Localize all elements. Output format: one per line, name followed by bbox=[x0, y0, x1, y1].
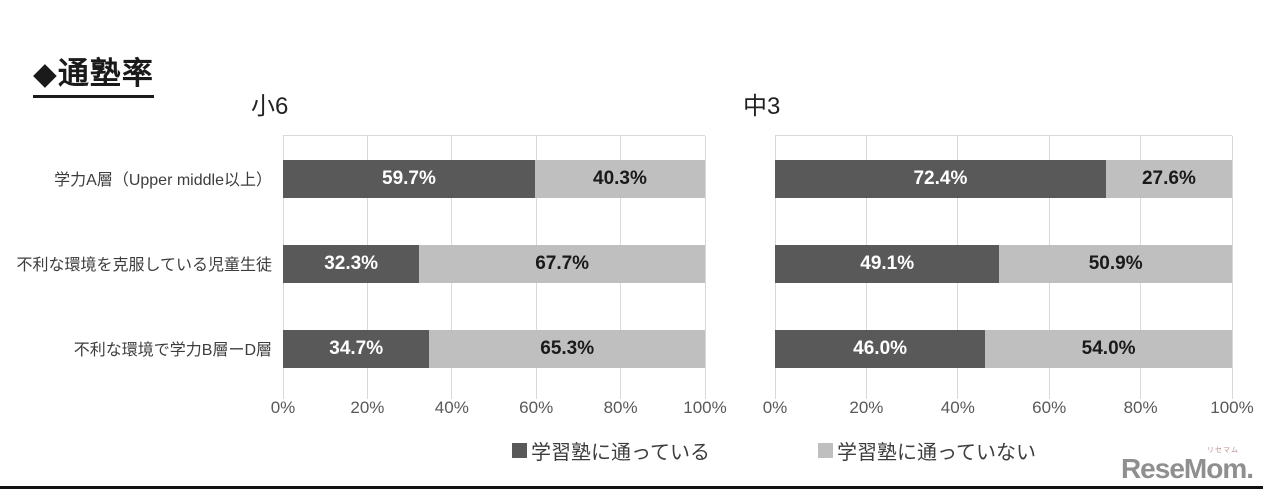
x-axis: 0% 20% 40% 60% 80% 100% bbox=[271, 398, 727, 422]
bar-value-label: 65.3% bbox=[540, 337, 595, 359]
bar-segment-attending: 46.0% bbox=[775, 329, 986, 368]
resemom-logo: リセマム ReseMom. bbox=[1120, 447, 1254, 484]
bar-segment-attending: 49.1% bbox=[775, 244, 1000, 283]
bar-value-label: 72.4% bbox=[913, 167, 968, 189]
bar-row: 46.0% 54.0% bbox=[775, 329, 1232, 368]
bar-segment-attending: 59.7% bbox=[283, 159, 535, 198]
legend-swatch-dark bbox=[512, 443, 527, 458]
category-label: 不利な環境を克服している児童生徒 bbox=[16, 256, 272, 274]
bar-row: 49.1% 50.9% bbox=[775, 244, 1232, 283]
category-labels: 学力A層（Upper middle以上） 不利な環境を克服している児童生徒不利な環… bbox=[0, 135, 272, 390]
bar-value-label: 40.3% bbox=[593, 167, 647, 189]
bar-value-label: 49.1% bbox=[860, 252, 915, 274]
x-tick-label: 60% bbox=[1032, 398, 1067, 417]
gridline bbox=[1231, 136, 1233, 399]
bar-segment-not-attending: 54.0% bbox=[985, 329, 1232, 368]
bar-value-label: 34.7% bbox=[329, 337, 384, 359]
legend-label-attending: 学習塾に通っている bbox=[531, 442, 710, 464]
chart-title-sho6: 小6 bbox=[251, 93, 289, 120]
x-tick-label: 100% bbox=[1210, 398, 1254, 417]
page-title: ◆通塾率 bbox=[33, 48, 154, 98]
bar-value-label: 59.7% bbox=[382, 167, 436, 189]
bar-value-label: 50.9% bbox=[1088, 252, 1143, 274]
category-label: 不利な環境で学力B層ーD層 bbox=[73, 341, 272, 359]
bar-segment-not-attending: 27.6% bbox=[1105, 159, 1232, 198]
bar-segment-attending: 32.3% bbox=[283, 244, 420, 283]
x-tick-label: 0% bbox=[270, 398, 296, 417]
legend: 学習塾に通っている 学習塾に通っていない bbox=[0, 436, 1263, 466]
x-tick-label: 40% bbox=[940, 398, 975, 417]
bar-segment-not-attending: 67.7% bbox=[419, 244, 705, 283]
x-tick-label: 60% bbox=[519, 398, 554, 417]
x-tick-label: 40% bbox=[434, 398, 469, 417]
bar-value-label: 46.0% bbox=[853, 337, 908, 359]
bar-value-label: 67.7% bbox=[535, 252, 590, 274]
x-tick-label: 0% bbox=[762, 398, 788, 417]
x-tick-label: 20% bbox=[849, 398, 884, 417]
bar-value-label: 32.3% bbox=[324, 252, 379, 274]
logo-wordmark: ReseMom. bbox=[1120, 453, 1254, 484]
bar-row: 34.7% 65.3% bbox=[283, 329, 705, 368]
bar-row: 59.7% 40.3% bbox=[283, 159, 705, 198]
x-tick-label: 100% bbox=[683, 398, 727, 417]
legend-label-not-attending: 学習塾に通っていない bbox=[837, 442, 1036, 464]
plot-area: 72.4% 27.6% 49.1% 50.9% 46.0% 54.0% bbox=[774, 135, 1233, 399]
bar-segment-not-attending: 65.3% bbox=[429, 329, 705, 368]
bar-value-label: 54.0% bbox=[1081, 337, 1136, 359]
logo-ruby-text: リセマム bbox=[1207, 447, 1239, 454]
chart-title-chu3: 中3 bbox=[743, 93, 781, 120]
bottom-border bbox=[0, 486, 1263, 489]
bar-row: 72.4% 27.6% bbox=[775, 159, 1232, 198]
gridline bbox=[704, 136, 706, 399]
x-tick-label: 80% bbox=[1123, 398, 1158, 417]
bar-value-label: 27.6% bbox=[1141, 167, 1196, 189]
plot-area: 59.7% 40.3% 32.3% 67.7% 34.7% 65.3% bbox=[282, 135, 706, 399]
bar-segment-not-attending: 40.3% bbox=[534, 159, 705, 198]
bar-segment-not-attending: 50.9% bbox=[999, 244, 1232, 283]
x-tick-label: 80% bbox=[603, 398, 638, 417]
bar-segment-attending: 72.4% bbox=[775, 159, 1106, 198]
legend-swatch-light bbox=[818, 443, 833, 458]
x-axis: 0% 20% 40% 60% 80% 100% bbox=[763, 398, 1254, 422]
bar-row: 32.3% 67.7% bbox=[283, 244, 705, 283]
legend-item-attending: 学習塾に通っている bbox=[512, 436, 710, 465]
legend-item-not-attending: 学習塾に通っていない bbox=[818, 436, 1036, 465]
x-tick-label: 20% bbox=[350, 398, 385, 417]
category-label: 学力A層（Upper middle以上） bbox=[54, 171, 272, 189]
bar-segment-attending: 34.7% bbox=[283, 329, 430, 368]
